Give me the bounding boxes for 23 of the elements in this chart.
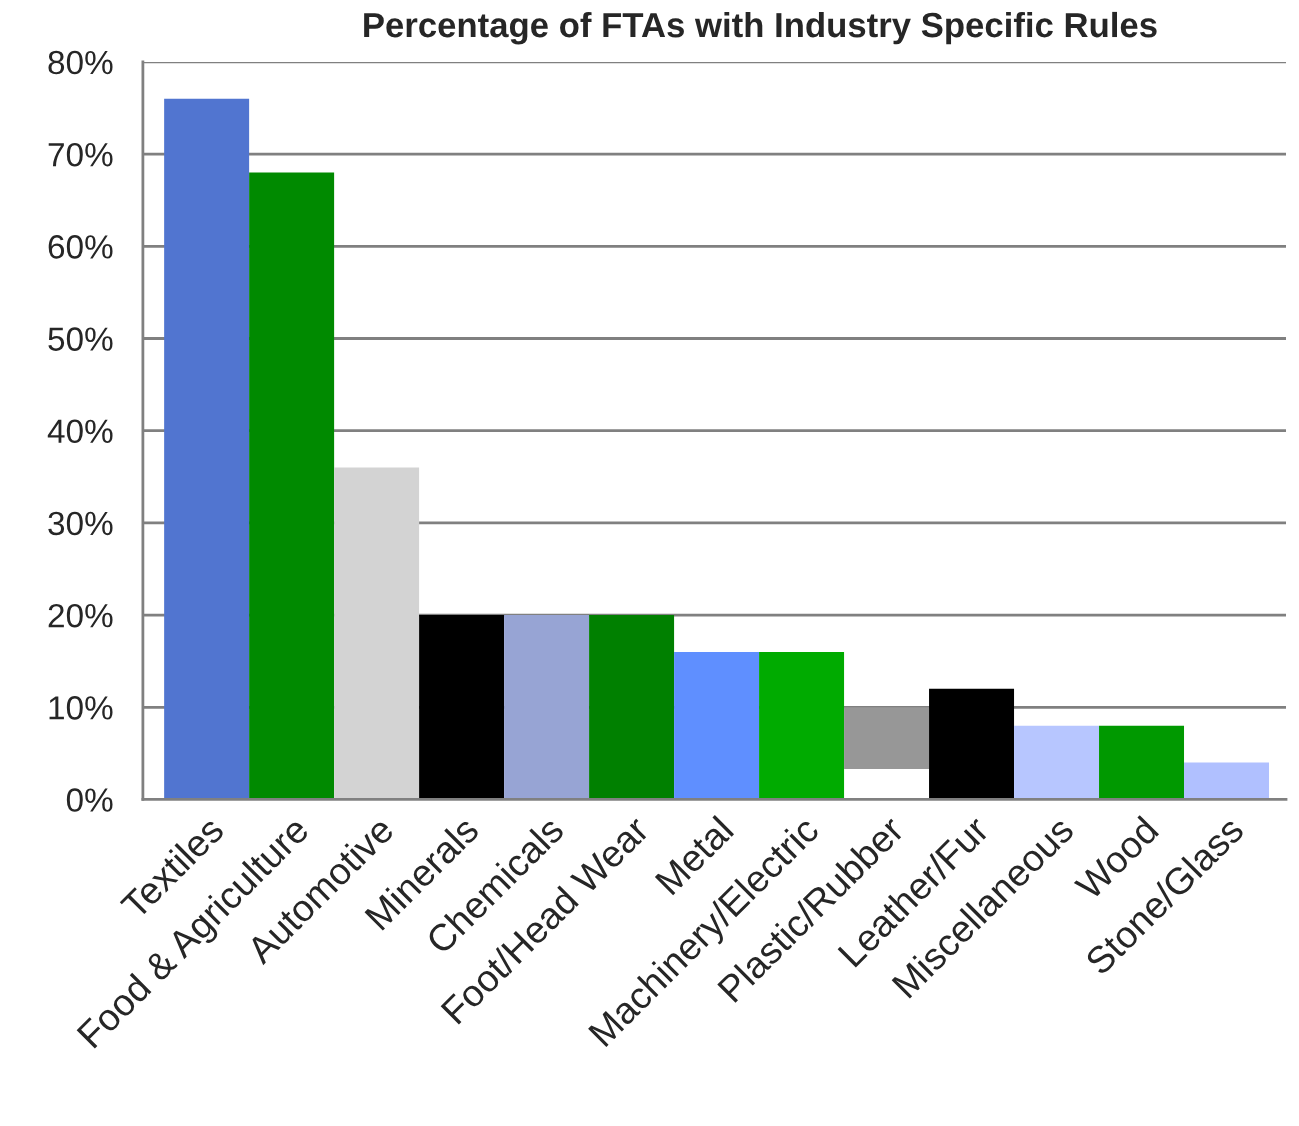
y-tick-label: 50% [48,327,113,351]
y-tick-label: 70% [48,142,113,167]
bar [164,98,250,800]
y-tick-label: 10% [49,696,113,720]
bar [504,615,590,800]
bar [1014,725,1100,800]
y-tick-label: 0% [66,788,113,812]
bar [759,651,845,800]
bar [844,707,930,770]
bar [929,688,1015,800]
chart-title: Percentage of FTAs with Industry Specific Rules [364,11,1157,45]
y-tick-label: 40% [47,419,113,444]
y-tick-label: 80% [48,50,113,75]
bar [249,172,335,800]
bar [419,615,505,800]
bar [1184,762,1270,800]
bar [334,467,420,800]
bar [1099,725,1185,800]
bar [589,615,675,800]
y-tick-label: 60% [48,235,113,259]
y-tick-label: 20% [48,603,113,628]
bar [674,651,760,800]
y-tick-label: 30% [48,511,113,536]
